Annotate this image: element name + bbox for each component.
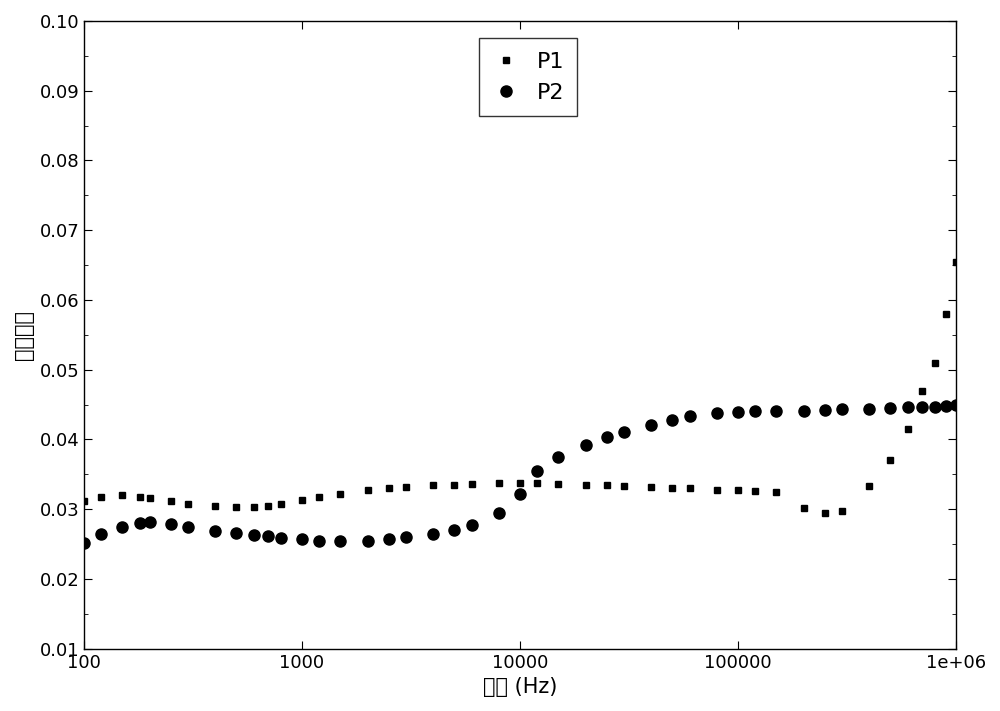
P2 xyxy=(78,538,90,547)
P2 xyxy=(514,490,526,498)
P1 xyxy=(819,508,831,517)
P2 xyxy=(262,532,274,540)
P2 xyxy=(770,407,782,415)
P2 xyxy=(863,405,875,413)
P2 xyxy=(209,527,221,535)
P2 xyxy=(531,466,543,475)
P2 xyxy=(334,537,346,545)
P2 xyxy=(182,523,194,532)
P2 xyxy=(116,523,128,531)
P1 xyxy=(493,479,505,488)
P1 xyxy=(950,257,962,266)
P2 xyxy=(144,518,156,527)
P1 xyxy=(798,503,810,512)
P2 xyxy=(819,406,831,415)
P1 xyxy=(275,499,287,508)
P1 xyxy=(666,483,678,492)
Line: P1: P1 xyxy=(81,258,960,516)
P1 xyxy=(296,496,308,504)
P2 xyxy=(580,441,592,449)
P2 xyxy=(749,407,761,415)
P1 xyxy=(165,496,177,505)
P1 xyxy=(618,482,630,491)
P2 xyxy=(493,508,505,517)
P2 xyxy=(552,453,564,461)
P2 xyxy=(732,407,744,416)
P1 xyxy=(863,482,875,491)
P1 xyxy=(466,480,478,488)
P1 xyxy=(601,481,613,490)
P1 xyxy=(248,503,260,511)
P1 xyxy=(95,492,107,501)
P1 xyxy=(400,483,412,491)
P1 xyxy=(770,488,782,496)
P1 xyxy=(514,479,526,487)
P1 xyxy=(427,481,439,490)
P1 xyxy=(836,506,848,515)
P2 xyxy=(645,421,657,429)
P2 xyxy=(466,520,478,529)
P2 xyxy=(902,403,914,412)
P2 xyxy=(884,404,896,412)
P2 xyxy=(684,412,696,421)
P1 xyxy=(711,486,723,494)
P1 xyxy=(645,483,657,491)
P1 xyxy=(262,501,274,510)
P1 xyxy=(78,496,90,505)
P1 xyxy=(929,358,941,367)
P2 xyxy=(134,519,146,528)
P2 xyxy=(940,402,952,410)
X-axis label: 频率 (Hz): 频率 (Hz) xyxy=(483,677,557,697)
P1 xyxy=(684,484,696,493)
P2 xyxy=(916,402,928,411)
Line: P2: P2 xyxy=(78,399,962,548)
P2 xyxy=(618,428,630,437)
P2 xyxy=(296,535,308,543)
P2 xyxy=(383,535,395,543)
Legend: P1, P2: P1, P2 xyxy=(479,38,577,116)
P1 xyxy=(916,386,928,395)
P2 xyxy=(95,529,107,538)
P1 xyxy=(531,479,543,488)
P1 xyxy=(209,501,221,510)
P2 xyxy=(165,520,177,528)
P1 xyxy=(448,481,460,489)
P2 xyxy=(601,433,613,442)
P2 xyxy=(929,402,941,411)
P2 xyxy=(248,530,260,539)
P1 xyxy=(884,456,896,464)
P1 xyxy=(580,481,592,489)
P2 xyxy=(836,405,848,414)
P1 xyxy=(552,480,564,488)
P1 xyxy=(902,424,914,433)
P1 xyxy=(749,487,761,496)
P1 xyxy=(383,484,395,493)
P2 xyxy=(666,416,678,424)
P1 xyxy=(134,492,146,501)
P2 xyxy=(448,526,460,535)
P2 xyxy=(230,529,242,538)
P2 xyxy=(362,536,374,545)
P2 xyxy=(400,533,412,541)
P1 xyxy=(732,486,744,495)
P2 xyxy=(798,407,810,415)
Y-axis label: 介电损耗: 介电损耗 xyxy=(14,310,34,360)
P2 xyxy=(711,409,723,417)
P1 xyxy=(362,486,374,495)
P1 xyxy=(313,492,325,501)
P2 xyxy=(275,533,287,542)
P1 xyxy=(230,503,242,511)
P1 xyxy=(334,490,346,498)
P1 xyxy=(182,499,194,508)
P1 xyxy=(144,493,156,502)
P2 xyxy=(313,536,325,545)
P2 xyxy=(427,530,439,538)
P1 xyxy=(940,309,952,318)
P2 xyxy=(950,400,962,409)
P1 xyxy=(116,491,128,500)
